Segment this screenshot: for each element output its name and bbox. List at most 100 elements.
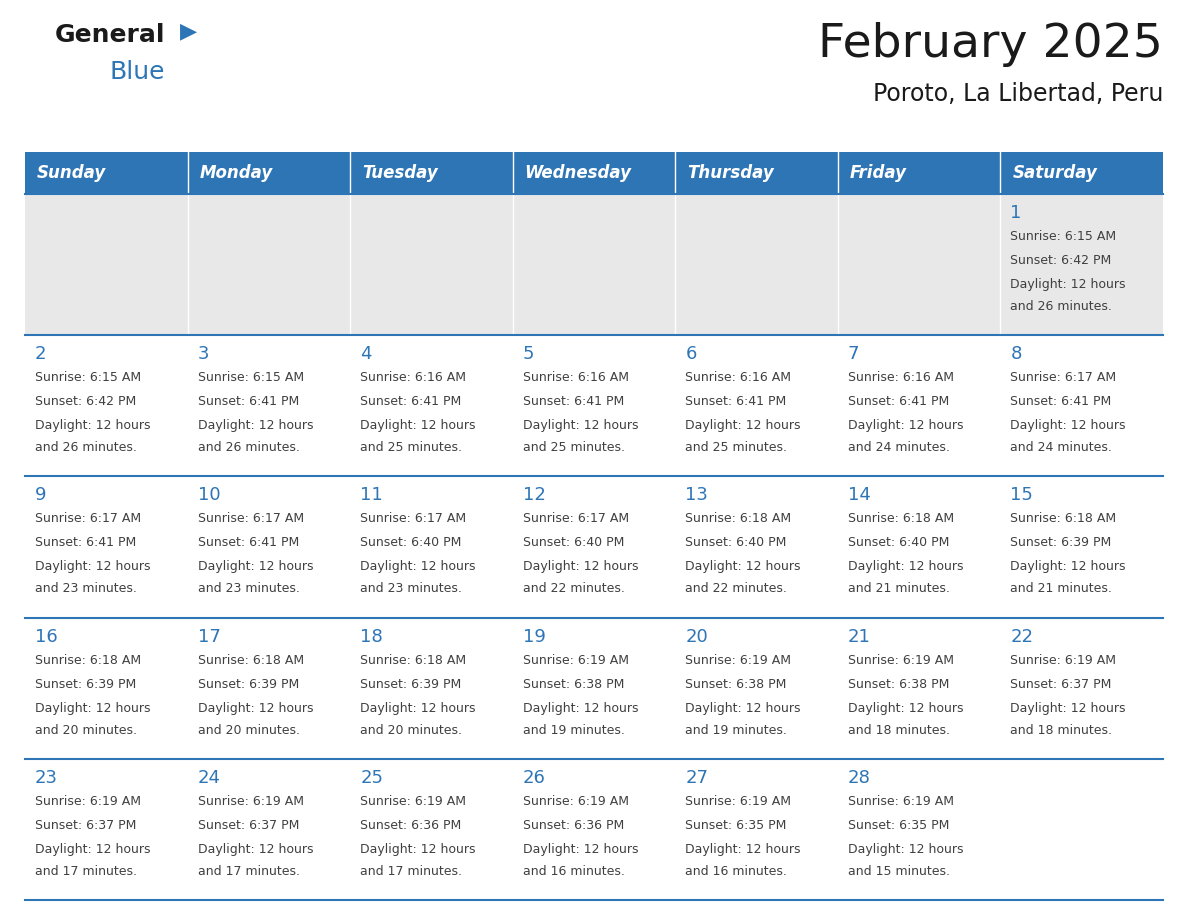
Text: and 20 minutes.: and 20 minutes. [34,723,137,736]
Text: and 17 minutes.: and 17 minutes. [360,865,462,878]
Text: Sunrise: 6:17 AM: Sunrise: 6:17 AM [197,512,304,525]
Text: Daylight: 12 hours: Daylight: 12 hours [197,701,314,714]
Text: Daylight: 12 hours: Daylight: 12 hours [1011,278,1126,291]
Text: Daylight: 12 hours: Daylight: 12 hours [34,420,151,432]
Text: Daylight: 12 hours: Daylight: 12 hours [34,843,151,856]
Text: Sunrise: 6:19 AM: Sunrise: 6:19 AM [1011,654,1117,666]
Text: Daylight: 12 hours: Daylight: 12 hours [685,843,801,856]
Text: and 16 minutes.: and 16 minutes. [523,865,625,878]
Text: and 22 minutes.: and 22 minutes. [523,582,625,596]
Text: and 25 minutes.: and 25 minutes. [360,442,462,454]
Text: and 17 minutes.: and 17 minutes. [197,865,299,878]
Text: and 24 minutes.: and 24 minutes. [1011,442,1112,454]
Text: Sunset: 6:39 PM: Sunset: 6:39 PM [34,677,137,690]
Text: Sunset: 6:41 PM: Sunset: 6:41 PM [685,396,786,409]
Text: February 2025: February 2025 [819,22,1163,67]
Text: Sunset: 6:41 PM: Sunset: 6:41 PM [197,396,299,409]
Text: Daylight: 12 hours: Daylight: 12 hours [34,701,151,714]
Text: Sunset: 6:41 PM: Sunset: 6:41 PM [34,536,137,549]
Bar [25,194,1163,335]
Text: 27: 27 [685,768,708,787]
Text: Sunset: 6:41 PM: Sunset: 6:41 PM [523,396,624,409]
Text: Thursday: Thursday [688,164,775,182]
Text: Sunset: 6:40 PM: Sunset: 6:40 PM [848,536,949,549]
Text: Sunrise: 6:18 AM: Sunrise: 6:18 AM [197,654,304,666]
Text: Sunrise: 6:16 AM: Sunrise: 6:16 AM [848,371,954,385]
Text: 25: 25 [360,768,384,787]
Text: 5: 5 [523,345,535,364]
Text: Daylight: 12 hours: Daylight: 12 hours [685,420,801,432]
Text: Sunrise: 6:19 AM: Sunrise: 6:19 AM [848,654,954,666]
Text: 21: 21 [848,628,871,645]
Text: 23: 23 [34,768,58,787]
Text: Sunset: 6:40 PM: Sunset: 6:40 PM [360,536,461,549]
Text: 22: 22 [1011,628,1034,645]
Text: Sunset: 6:40 PM: Sunset: 6:40 PM [523,536,624,549]
Text: 20: 20 [685,628,708,645]
Text: and 20 minutes.: and 20 minutes. [197,723,299,736]
Text: Sunrise: 6:16 AM: Sunrise: 6:16 AM [685,371,791,385]
Bar [25,476,1163,618]
Text: and 18 minutes.: and 18 minutes. [1011,723,1112,736]
Text: 1: 1 [1011,204,1022,222]
Text: Daylight: 12 hours: Daylight: 12 hours [523,843,638,856]
Text: and 19 minutes.: and 19 minutes. [685,723,788,736]
Bar [25,759,1163,900]
Text: and 21 minutes.: and 21 minutes. [848,582,949,596]
Text: 7: 7 [848,345,859,364]
Text: Poroto, La Libertad, Peru: Poroto, La Libertad, Peru [873,82,1163,106]
Text: and 26 minutes.: and 26 minutes. [197,442,299,454]
Text: Sunrise: 6:19 AM: Sunrise: 6:19 AM [523,654,628,666]
Text: 17: 17 [197,628,221,645]
Text: and 23 minutes.: and 23 minutes. [197,582,299,596]
Text: Daylight: 12 hours: Daylight: 12 hours [360,420,475,432]
Text: Sunrise: 6:16 AM: Sunrise: 6:16 AM [523,371,628,385]
Text: Tuesday: Tuesday [362,164,438,182]
Text: and 18 minutes.: and 18 minutes. [848,723,950,736]
Text: Sunrise: 6:19 AM: Sunrise: 6:19 AM [848,795,954,808]
Bar [25,335,1163,476]
Text: Sunset: 6:36 PM: Sunset: 6:36 PM [523,819,624,832]
Text: Daylight: 12 hours: Daylight: 12 hours [197,843,314,856]
Text: Wednesday: Wednesday [525,164,632,182]
Text: Sunset: 6:38 PM: Sunset: 6:38 PM [848,677,949,690]
Text: Daylight: 12 hours: Daylight: 12 hours [1011,560,1126,574]
Text: 26: 26 [523,768,545,787]
Text: Daylight: 12 hours: Daylight: 12 hours [685,701,801,714]
Text: Daylight: 12 hours: Daylight: 12 hours [360,560,475,574]
Text: Sunset: 6:37 PM: Sunset: 6:37 PM [197,819,299,832]
Text: and 23 minutes.: and 23 minutes. [34,582,137,596]
Text: Sunset: 6:41 PM: Sunset: 6:41 PM [848,396,949,409]
Text: 15: 15 [1011,487,1034,504]
Text: Sunset: 6:38 PM: Sunset: 6:38 PM [685,677,786,690]
Text: Monday: Monday [200,164,273,182]
Text: 3: 3 [197,345,209,364]
Text: and 21 minutes.: and 21 minutes. [1011,582,1112,596]
Text: and 26 minutes.: and 26 minutes. [34,442,137,454]
Text: 13: 13 [685,487,708,504]
Text: and 17 minutes.: and 17 minutes. [34,865,137,878]
Text: Sunset: 6:35 PM: Sunset: 6:35 PM [848,819,949,832]
Text: Friday: Friday [849,164,906,182]
Text: Sunrise: 6:18 AM: Sunrise: 6:18 AM [685,512,791,525]
Text: Saturday: Saturday [1012,164,1098,182]
Text: Sunrise: 6:19 AM: Sunrise: 6:19 AM [34,795,141,808]
Text: and 25 minutes.: and 25 minutes. [523,442,625,454]
Text: Sunrise: 6:19 AM: Sunrise: 6:19 AM [360,795,466,808]
Text: Sunrise: 6:15 AM: Sunrise: 6:15 AM [34,371,141,385]
Text: Sunrise: 6:19 AM: Sunrise: 6:19 AM [685,654,791,666]
Text: General: General [55,23,165,47]
Text: Sunday: Sunday [37,164,106,182]
Text: Sunrise: 6:17 AM: Sunrise: 6:17 AM [523,512,628,525]
Text: and 24 minutes.: and 24 minutes. [848,442,949,454]
Text: Daylight: 12 hours: Daylight: 12 hours [848,560,963,574]
Text: Sunrise: 6:16 AM: Sunrise: 6:16 AM [360,371,466,385]
Text: Sunrise: 6:17 AM: Sunrise: 6:17 AM [34,512,141,525]
Text: Sunrise: 6:18 AM: Sunrise: 6:18 AM [360,654,466,666]
Text: Daylight: 12 hours: Daylight: 12 hours [360,843,475,856]
Text: Sunrise: 6:19 AM: Sunrise: 6:19 AM [523,795,628,808]
Text: Sunset: 6:37 PM: Sunset: 6:37 PM [34,819,137,832]
Text: Sunrise: 6:19 AM: Sunrise: 6:19 AM [685,795,791,808]
Text: Daylight: 12 hours: Daylight: 12 hours [685,560,801,574]
Text: Sunrise: 6:18 AM: Sunrise: 6:18 AM [848,512,954,525]
